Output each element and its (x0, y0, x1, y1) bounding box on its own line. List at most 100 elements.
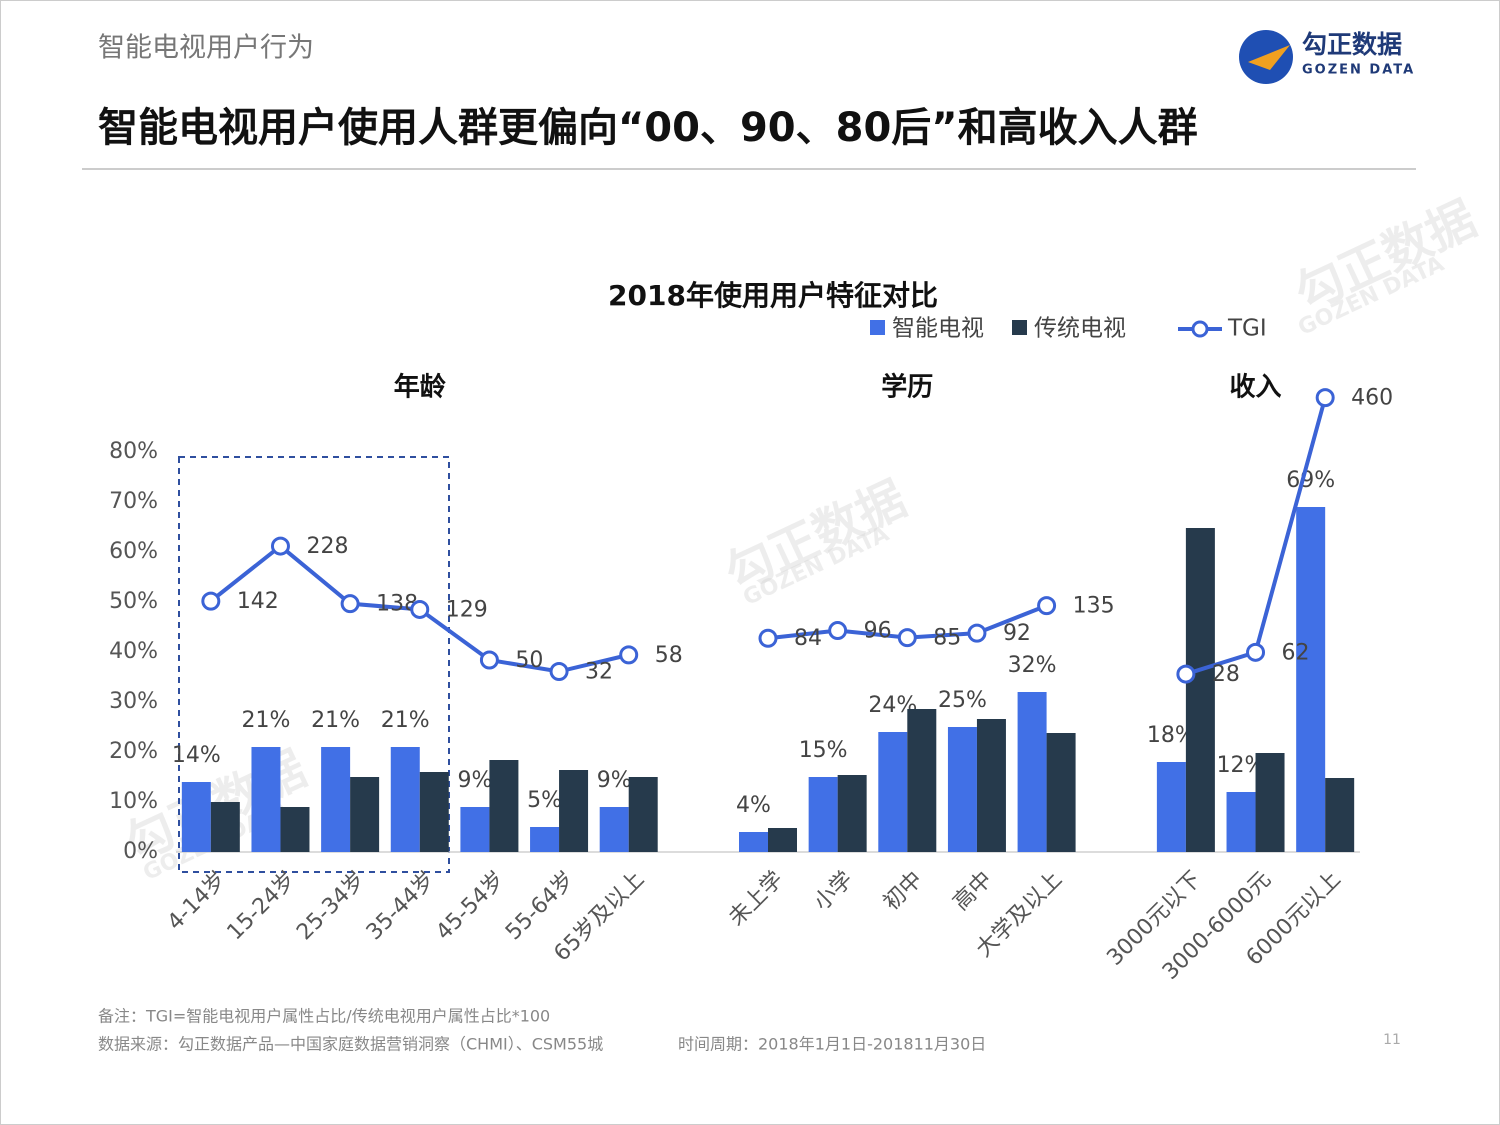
bar (321, 747, 351, 852)
legend-label: TGI (1227, 316, 1267, 342)
period: 时间周期：2018年1月1日-201811月30日 (678, 1035, 986, 1054)
point (828, 621, 848, 641)
data-label: 21% (381, 708, 430, 733)
data-label: 50 (515, 648, 543, 673)
bar (878, 732, 908, 852)
legend-swatch (870, 320, 885, 335)
bar (1185, 528, 1215, 852)
highlight-box (178, 456, 450, 873)
legend-swatch (1012, 320, 1027, 335)
bar (350, 777, 380, 852)
data-label: 460 (1351, 386, 1393, 411)
point (967, 623, 987, 643)
chart-title: 2018年使用用户特征对比 (608, 279, 938, 312)
bar (530, 827, 560, 852)
data-label: 135 (1073, 594, 1115, 619)
bar (808, 777, 838, 852)
legend-label: 传统电视 (1034, 316, 1126, 342)
logo: 勾正数据 GOZEN DATA (1239, 30, 1415, 84)
point (340, 594, 360, 614)
bar (947, 727, 977, 852)
y-tick-label: 80% (109, 439, 158, 464)
data-label: 142 (237, 589, 279, 614)
legend-label: 智能电视 (892, 316, 984, 342)
data-label: 84 (794, 626, 822, 651)
bar (251, 747, 281, 852)
data-label: 32 (585, 660, 613, 685)
bar (1156, 762, 1186, 852)
source: 数据来源：勾正数据产品—中国家庭数据营销洞察（CHMI）、CSM55城 (98, 1035, 603, 1054)
section-title: 智能电视用户行为 (98, 33, 314, 64)
point (201, 591, 221, 611)
data-label: 9% (457, 768, 492, 793)
point (1246, 642, 1266, 662)
point (549, 662, 569, 682)
logo-en: GOZEN DATA (1302, 63, 1415, 78)
y-tick-label: 70% (109, 489, 158, 514)
logo-name: 勾正数据 (1302, 30, 1402, 59)
bar (837, 775, 867, 852)
data-label: 85 (933, 626, 961, 651)
page-number: 11 (1383, 1032, 1401, 1048)
bar (210, 802, 240, 852)
point (619, 645, 639, 665)
data-label: 14% (172, 743, 221, 768)
point (1176, 664, 1196, 684)
point (1037, 596, 1057, 616)
data-label: 28 (1212, 662, 1240, 687)
data-label: 4% (736, 793, 771, 818)
y-tick-label: 0% (123, 839, 158, 864)
bar (1325, 778, 1355, 852)
data-label: 5% (527, 788, 562, 813)
data-label: 15% (799, 738, 848, 763)
bar (1226, 792, 1256, 852)
point (758, 628, 778, 648)
bar (489, 760, 519, 852)
group-title: 收入 (1230, 373, 1282, 403)
y-tick-label: 20% (109, 739, 158, 764)
y-tick-label: 50% (109, 589, 158, 614)
y-tick-label: 10% (109, 789, 158, 814)
data-label: 32% (1008, 653, 1057, 678)
y-tick-label: 30% (109, 689, 158, 714)
footnote: 备注：TGI=智能电视用户属性占比/传统电视用户属性占比*100 (98, 1007, 550, 1026)
bar (599, 807, 629, 852)
bar (1255, 753, 1285, 852)
data-label: 21% (311, 708, 360, 733)
point (410, 599, 430, 619)
legend-marker (1191, 320, 1209, 338)
point (479, 650, 499, 670)
data-label: 21% (242, 708, 291, 733)
data-label: 96 (864, 619, 892, 644)
data-label: 25% (938, 688, 987, 713)
group-title: 年龄 (394, 372, 447, 403)
bar (907, 709, 937, 852)
bar (976, 719, 1006, 852)
data-label: 92 (1003, 621, 1031, 646)
point (270, 536, 290, 556)
data-label: 129 (446, 597, 488, 622)
data-label: 62 (1282, 640, 1310, 665)
bar (768, 828, 797, 852)
logo-swoosh (1248, 45, 1290, 70)
headline: 智能电视用户使用人群更偏向“00、90、80后”和高收入人群 (98, 105, 1198, 151)
data-label: 9% (597, 768, 632, 793)
bar (390, 747, 420, 852)
y-tick-label: 40% (109, 639, 158, 664)
bar (559, 770, 589, 852)
bar (280, 807, 310, 852)
data-label: 228 (306, 534, 348, 559)
bar (739, 832, 768, 852)
point (897, 628, 917, 648)
bar (628, 777, 658, 852)
legend: 智能电视 传统电视 TGI (870, 316, 1267, 342)
bar (460, 807, 490, 852)
y-tick-label: 60% (109, 539, 158, 564)
data-label: 58 (655, 643, 683, 668)
bar (1296, 507, 1326, 852)
bar (419, 772, 449, 852)
bar (1046, 733, 1076, 852)
